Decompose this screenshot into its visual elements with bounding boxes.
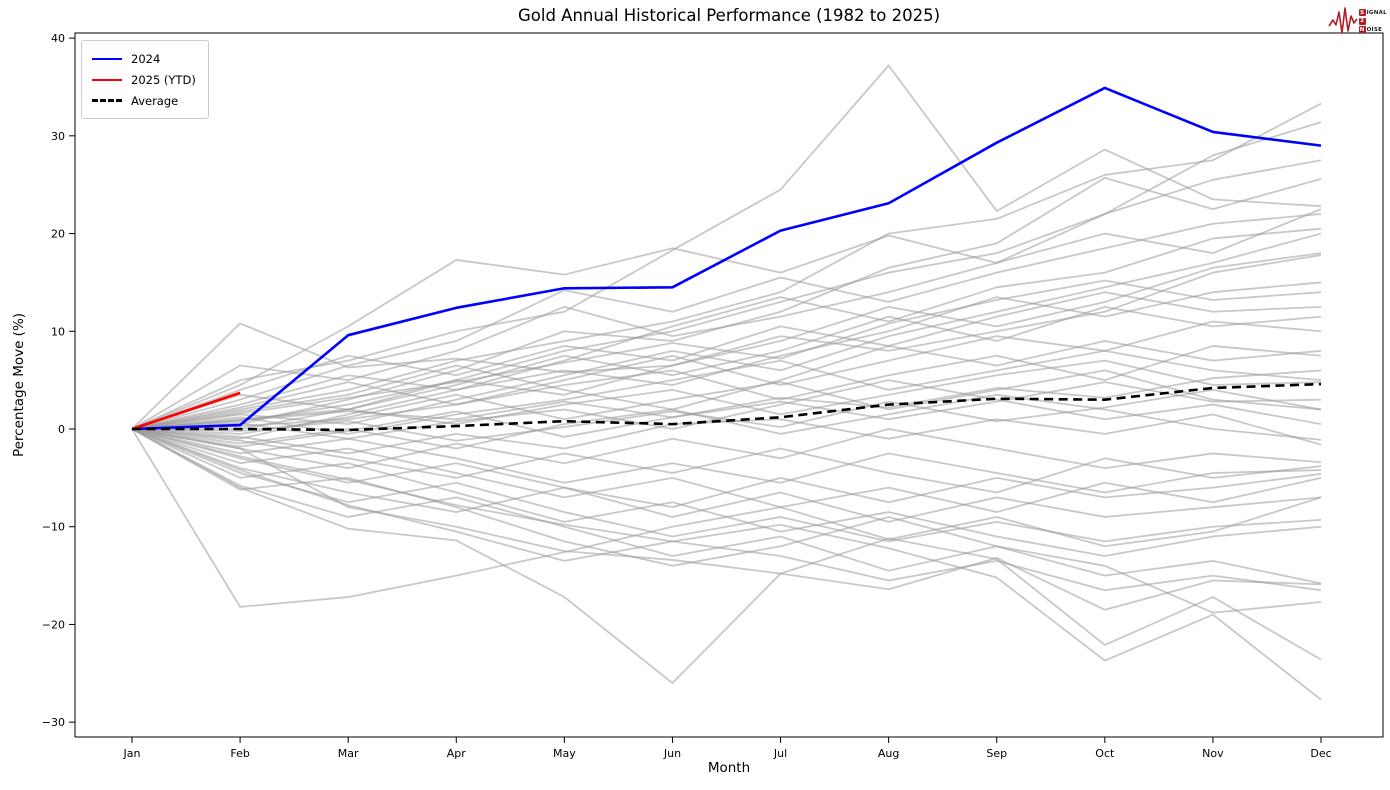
series-line-historical — [131, 428, 1322, 513]
y-tick-label: 40 — [51, 32, 65, 45]
series-line-historical — [131, 428, 1322, 608]
y-tick-label: −20 — [42, 618, 65, 631]
series-line-2025-ytd — [131, 391, 241, 431]
x-tick-label: May — [553, 747, 576, 760]
series-line-historical — [131, 369, 1322, 430]
logo-letterbox-s: S — [1358, 9, 1366, 16]
y-tick-label: 20 — [51, 228, 65, 241]
x-tick-label: Nov — [1202, 747, 1224, 760]
series-line-historical — [131, 428, 1322, 684]
series-line-historical — [131, 428, 1322, 592]
series-line-historical — [131, 428, 1322, 523]
series-line-historical — [131, 428, 1322, 614]
logo-row-signal: S IGNAL — [1358, 9, 1387, 17]
series-line-historical — [131, 428, 1322, 701]
logo-waveform-icon — [1327, 7, 1358, 34]
series-line-historical — [131, 121, 1322, 430]
series-line-historical — [131, 428, 1322, 661]
y-axis-label: Percentage Move (%) — [11, 312, 27, 458]
series-line-historical — [131, 305, 1322, 430]
x-tick-label: Jul — [773, 747, 787, 760]
logo-text-ignal: IGNAL — [1366, 9, 1387, 16]
series-line-historical — [131, 232, 1322, 430]
legend-2024-line-swatch — [92, 57, 122, 60]
series-line-historical — [131, 208, 1322, 430]
series-line-historical — [131, 428, 1322, 494]
series-line-historical — [131, 389, 1322, 442]
series-line-historical — [131, 381, 1322, 448]
y-tick-label: −10 — [42, 521, 65, 534]
y-tick-label: 10 — [51, 325, 65, 338]
y-tick-label: 30 — [51, 130, 65, 143]
logo-row-noise: N OISE — [1358, 26, 1387, 34]
logo-letterbox-n: N — [1358, 26, 1366, 33]
legend-2025-ytd-label: 2025 (YTD) — [131, 72, 196, 87]
x-tick-label: Apr — [447, 747, 467, 760]
series-line-historical — [131, 227, 1322, 430]
x-tick-label: Sep — [986, 747, 1007, 760]
series-line-historical — [131, 428, 1322, 494]
legend-2024-label: 2024 — [131, 51, 161, 66]
x-axis-label: Month — [707, 760, 751, 776]
series-line-historical — [131, 291, 1322, 430]
x-tick-label: Jun — [663, 747, 681, 760]
legend-item-2025-ytd: 2025 (YTD) — [92, 69, 196, 90]
axes-border — [74, 32, 1384, 738]
legend-average-line-swatch — [92, 99, 122, 102]
series-line-2024 — [131, 86, 1322, 431]
series-line-historical — [131, 379, 1322, 440]
x-tick-label: Aug — [878, 747, 899, 760]
series-line-historical — [131, 340, 1322, 430]
legend-2025-ytd-line-swatch — [92, 78, 122, 81]
x-tick-label: Feb — [230, 747, 249, 760]
legend-average-label: Average — [131, 93, 179, 108]
x-tick-label: Dec — [1310, 747, 1331, 760]
legend-item-average: Average — [92, 90, 196, 111]
legend-item-2024: 2024 — [92, 48, 196, 69]
logo-text: S IGNAL 2 N OISE — [1358, 9, 1387, 34]
series-line-average — [132, 382, 1322, 432]
series-line-historical — [131, 369, 1322, 435]
logo-letterbox-2: 2 — [1358, 17, 1366, 25]
logo-text-oise: OISE — [1366, 26, 1383, 33]
x-tick-label: Jan — [123, 747, 141, 760]
series-line-historical — [131, 279, 1322, 430]
x-tick-label: Oct — [1095, 747, 1115, 760]
series-line-historical — [131, 213, 1322, 430]
y-tick-label: −30 — [42, 716, 65, 729]
chart-title: Gold Annual Historical Performance (1982… — [517, 6, 941, 25]
series-line-historical — [131, 102, 1322, 430]
logo-row-2: 2 — [1358, 17, 1387, 25]
x-tick-label: Mar — [338, 747, 359, 760]
signal2noise-logo: S IGNAL 2 N OISE — [1327, 2, 1387, 40]
legend: 2024 2025 (YTD) Average — [81, 40, 209, 119]
series-line-historical — [131, 64, 1322, 430]
y-tick-label: 0 — [58, 423, 65, 436]
